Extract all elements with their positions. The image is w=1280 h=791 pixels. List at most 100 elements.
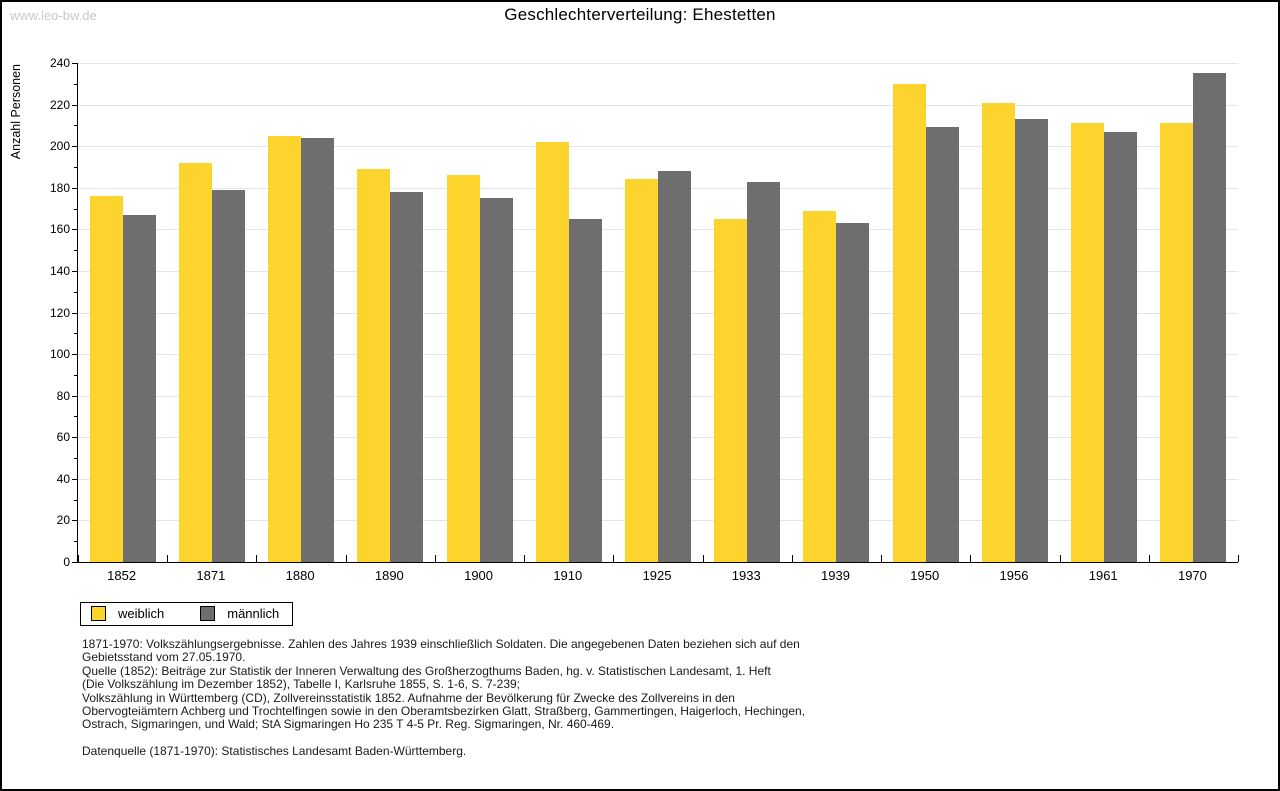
y-tick bbox=[74, 125, 77, 127]
y-tick bbox=[72, 187, 77, 189]
footnote-line: 1871-1970: Volkszählungsergebnisse. Zahl… bbox=[82, 637, 800, 651]
legend-item: männlich bbox=[200, 606, 279, 621]
bar-weiblich-1880 bbox=[268, 135, 302, 562]
bar-weiblich-1910 bbox=[535, 142, 569, 562]
y-tick bbox=[74, 541, 77, 543]
y-tick-label: 160 bbox=[49, 222, 70, 237]
bar-männlich-1880 bbox=[301, 137, 335, 562]
y-tick-label: 200 bbox=[49, 139, 70, 154]
y-tick bbox=[72, 270, 77, 272]
x-tick-label: 1961 bbox=[1088, 568, 1118, 583]
x-tick-label: 1880 bbox=[285, 568, 315, 583]
x-tick bbox=[1148, 555, 1150, 562]
footnote: 1871-1970: Volkszählungsergebnisse. Zahl… bbox=[82, 637, 806, 758]
bar-group bbox=[881, 63, 970, 562]
x-tick bbox=[791, 555, 793, 562]
x-tick-label: 1871 bbox=[196, 568, 226, 583]
gridline bbox=[78, 63, 1238, 64]
x-tick-label: 1910 bbox=[553, 568, 583, 583]
bar-group bbox=[524, 63, 613, 562]
footnote-line: Obervogteiämtern Achberg und Trochtelfin… bbox=[82, 704, 806, 719]
legend-label: männlich bbox=[227, 606, 280, 621]
bar-männlich-1970 bbox=[1193, 73, 1227, 562]
y-tick-label: 180 bbox=[49, 180, 70, 195]
bar-weiblich-1961 bbox=[1071, 123, 1105, 562]
x-tick bbox=[970, 555, 972, 562]
bar-weiblich-1925 bbox=[625, 179, 659, 562]
plot-area bbox=[77, 63, 1239, 563]
bar-group bbox=[1060, 63, 1149, 562]
bar-weiblich-1970 bbox=[1160, 123, 1194, 562]
y-tick-label: 140 bbox=[49, 263, 70, 278]
y-tick bbox=[74, 291, 77, 293]
x-tick-label: 1852 bbox=[107, 568, 137, 583]
footnote-line: Ostrach, Sigmaringen, und Wald; StA Sigm… bbox=[82, 717, 615, 732]
bar-groups bbox=[78, 63, 1238, 562]
bar-group bbox=[1149, 63, 1238, 562]
bar-group bbox=[970, 63, 1059, 562]
bar-männlich-1900 bbox=[479, 198, 513, 562]
bar-weiblich-1890 bbox=[357, 169, 391, 562]
y-tick bbox=[72, 354, 77, 356]
bar-männlich-1910 bbox=[568, 218, 602, 562]
y-tick bbox=[72, 520, 77, 522]
bar-group bbox=[792, 63, 881, 562]
bar-weiblich-1939 bbox=[803, 210, 837, 562]
bar-männlich-1925 bbox=[658, 171, 692, 562]
gridline bbox=[78, 104, 1238, 106]
y-tick bbox=[74, 208, 77, 210]
footnote-line: (Die Volkszählung im Dezember 1852), Tab… bbox=[82, 677, 521, 692]
y-tick-label: 100 bbox=[49, 347, 70, 362]
y-tick bbox=[72, 478, 77, 480]
x-tick-label: 1970 bbox=[1177, 568, 1207, 583]
bar-group bbox=[703, 63, 792, 562]
bar-weiblich-1956 bbox=[981, 102, 1015, 562]
y-tick bbox=[74, 250, 77, 252]
bar-group bbox=[78, 63, 167, 562]
y-tick bbox=[72, 395, 77, 397]
footnote-line: Quelle (1852): Beiträge zur Statistik de… bbox=[82, 663, 771, 678]
y-tick bbox=[72, 437, 77, 439]
bar-weiblich-1900 bbox=[446, 175, 480, 562]
x-tick bbox=[1059, 555, 1061, 562]
y-tick bbox=[72, 104, 77, 106]
y-tick-label: 20 bbox=[56, 513, 70, 528]
bar-männlich-1933 bbox=[747, 181, 781, 562]
x-tick bbox=[702, 555, 704, 562]
x-tick bbox=[881, 555, 883, 562]
x-tick bbox=[524, 555, 526, 562]
y-tick-label: 0 bbox=[63, 555, 70, 569]
bar-männlich-1852 bbox=[122, 214, 156, 562]
y-tick bbox=[74, 166, 77, 168]
bar-group bbox=[256, 63, 345, 562]
x-tick bbox=[167, 555, 169, 562]
y-tick-label: 240 bbox=[49, 56, 70, 70]
x-tick bbox=[1238, 555, 1239, 562]
y-tick bbox=[72, 63, 77, 64]
x-tick bbox=[78, 555, 79, 562]
y-tick bbox=[74, 416, 77, 418]
legend-item: weiblich bbox=[91, 606, 164, 621]
legend: weiblich männlich bbox=[80, 602, 294, 626]
y-tick bbox=[72, 312, 77, 314]
bar-group bbox=[435, 63, 524, 562]
x-tick bbox=[613, 555, 615, 562]
x-axis-labels: 1852 1871 1880 1890 1900 1910 1925 1933 1939 1950… bbox=[77, 568, 1237, 583]
gridline bbox=[78, 146, 1238, 148]
bar-weiblich-1933 bbox=[714, 218, 748, 562]
bar-männlich-1939 bbox=[836, 223, 870, 562]
bar-weiblich-1871 bbox=[178, 162, 212, 562]
footnote-lines: 1871-1970: Volkszählungsergebnisse. Zahl… bbox=[82, 637, 806, 732]
legend-swatch-weiblich bbox=[91, 606, 106, 621]
y-tick bbox=[74, 83, 77, 85]
y-tick bbox=[74, 458, 77, 460]
y-tick-label: 220 bbox=[49, 97, 70, 112]
y-axis-title: Anzahl Personen bbox=[9, 64, 23, 160]
chart-title: Geschlechterverteilung: Ehestetten bbox=[504, 5, 776, 24]
y-tick bbox=[74, 333, 77, 335]
x-tick-label: 1925 bbox=[642, 568, 672, 583]
legend-swatch-männlich bbox=[200, 606, 216, 621]
bar-group bbox=[613, 63, 702, 562]
bar-group bbox=[167, 63, 256, 562]
